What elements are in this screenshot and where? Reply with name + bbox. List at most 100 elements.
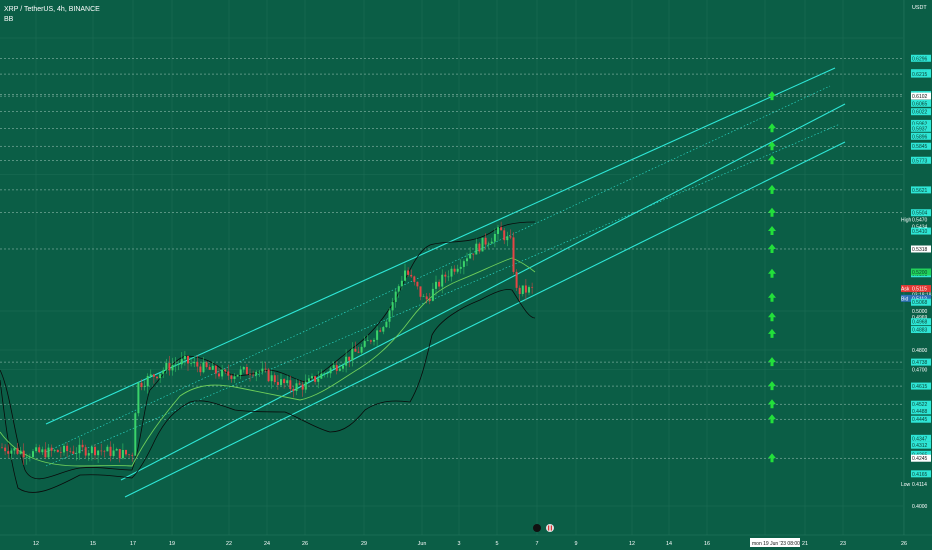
up-arrow-icon xyxy=(768,243,776,253)
price-tag-label: 0.5845 xyxy=(912,144,928,150)
candle-body xyxy=(342,365,344,369)
candle-body xyxy=(242,367,245,370)
candle-body xyxy=(376,330,379,340)
candle-body xyxy=(28,456,31,458)
candle-body xyxy=(410,274,413,277)
candle-body xyxy=(7,451,10,454)
channel-line xyxy=(45,67,836,425)
price-tag xyxy=(911,156,931,164)
price-tag-prefix-bg xyxy=(901,294,911,302)
candle-body xyxy=(481,237,484,252)
candle-body xyxy=(50,447,53,451)
candle-body xyxy=(497,227,499,234)
price-tag-label: 0.5773 xyxy=(912,158,928,164)
price-tag-label: 0.6022 xyxy=(912,110,928,116)
time-tick-label: 14 xyxy=(666,541,672,547)
candle-body xyxy=(487,243,490,245)
candle-body xyxy=(239,369,242,375)
candle-body xyxy=(121,449,124,459)
candle-body xyxy=(193,361,196,364)
candle-body xyxy=(94,446,96,456)
indicator-label[interactable]: BB xyxy=(4,16,14,23)
price-tag-label: 0.6296 xyxy=(912,56,928,62)
up-arrow-icon xyxy=(768,155,776,165)
gear-icon[interactable] xyxy=(533,524,541,532)
price-tag xyxy=(911,400,931,408)
candle-body xyxy=(13,448,16,451)
candle-body xyxy=(137,382,140,414)
price-axis: USDT0.62960.62220.62150.61100.61020.6065… xyxy=(901,0,932,550)
candle-body xyxy=(218,373,220,377)
candle-body xyxy=(459,266,462,269)
price-tag-label: 0.5962 xyxy=(912,121,928,127)
time-tick-label: 12 xyxy=(629,541,635,547)
price-tag xyxy=(911,415,931,423)
up-arrow-icon xyxy=(768,123,776,133)
candle-body xyxy=(435,281,437,289)
chart-header: XRP / TetherUS, 4h, BINANCE BB xyxy=(4,5,100,25)
time-tick-label: Jun xyxy=(418,541,427,547)
candle-body xyxy=(171,364,174,371)
candle-body xyxy=(311,376,313,379)
candle-body xyxy=(162,370,165,374)
candle-body xyxy=(348,356,351,361)
candle-body xyxy=(332,365,335,369)
candle-body xyxy=(221,369,224,377)
candle-body xyxy=(301,384,304,390)
price-tag-label: 0.4445 xyxy=(912,417,928,423)
up-arrow-icon xyxy=(768,141,776,151)
up-arrow-icon xyxy=(768,268,776,278)
candle-body xyxy=(431,288,434,301)
candle-body xyxy=(379,330,382,332)
regression-channel xyxy=(45,67,846,498)
up-arrow-icon xyxy=(768,399,776,409)
time-tick-label: 15 xyxy=(90,541,96,547)
candle-body xyxy=(187,355,189,364)
candle-body xyxy=(177,364,180,365)
candle-body xyxy=(174,364,177,366)
candle-body xyxy=(75,453,78,454)
candle-body xyxy=(146,375,149,387)
candle-body xyxy=(304,381,307,390)
pause-icon[interactable] xyxy=(546,524,554,532)
bollinger-bands xyxy=(0,221,536,493)
price-tag-label: 0.5000 xyxy=(912,309,928,315)
candle-body xyxy=(404,270,406,281)
candle-body xyxy=(180,359,183,365)
candle-body xyxy=(267,369,270,382)
candle-body xyxy=(453,268,456,272)
candle-body xyxy=(422,296,425,298)
candle-body xyxy=(72,451,75,454)
candle-body xyxy=(320,373,323,379)
candle-body xyxy=(413,276,416,282)
candle-body xyxy=(41,449,44,453)
price-tag xyxy=(911,294,931,302)
candle-body xyxy=(292,388,295,392)
level-lines xyxy=(0,58,903,459)
candle-body xyxy=(391,301,394,311)
candle-body xyxy=(425,296,428,300)
candle-body xyxy=(196,361,199,367)
price-tag-label: 0.5318 xyxy=(912,247,928,253)
price-tag xyxy=(911,450,931,458)
candle-body xyxy=(109,446,112,456)
candle-body xyxy=(1,447,3,449)
up-arrow-icon xyxy=(768,207,776,217)
candle-body xyxy=(441,274,444,287)
time-tick-label: 3 xyxy=(458,541,461,547)
candle-body xyxy=(38,447,41,453)
time-tick-label: 9 xyxy=(575,541,578,547)
bb-upper xyxy=(0,221,536,480)
price-tag-label: 0.5410 xyxy=(912,229,928,235)
candle-body xyxy=(419,286,422,297)
channel-line xyxy=(124,141,846,498)
candle-body xyxy=(521,285,524,294)
price-tag-label: 0.4800 xyxy=(912,348,928,354)
candle-body xyxy=(335,365,338,371)
candle-body xyxy=(112,450,115,456)
price-tag xyxy=(911,470,931,478)
candle-body xyxy=(280,379,282,385)
candle-body xyxy=(140,382,143,388)
candle-body xyxy=(475,243,478,255)
